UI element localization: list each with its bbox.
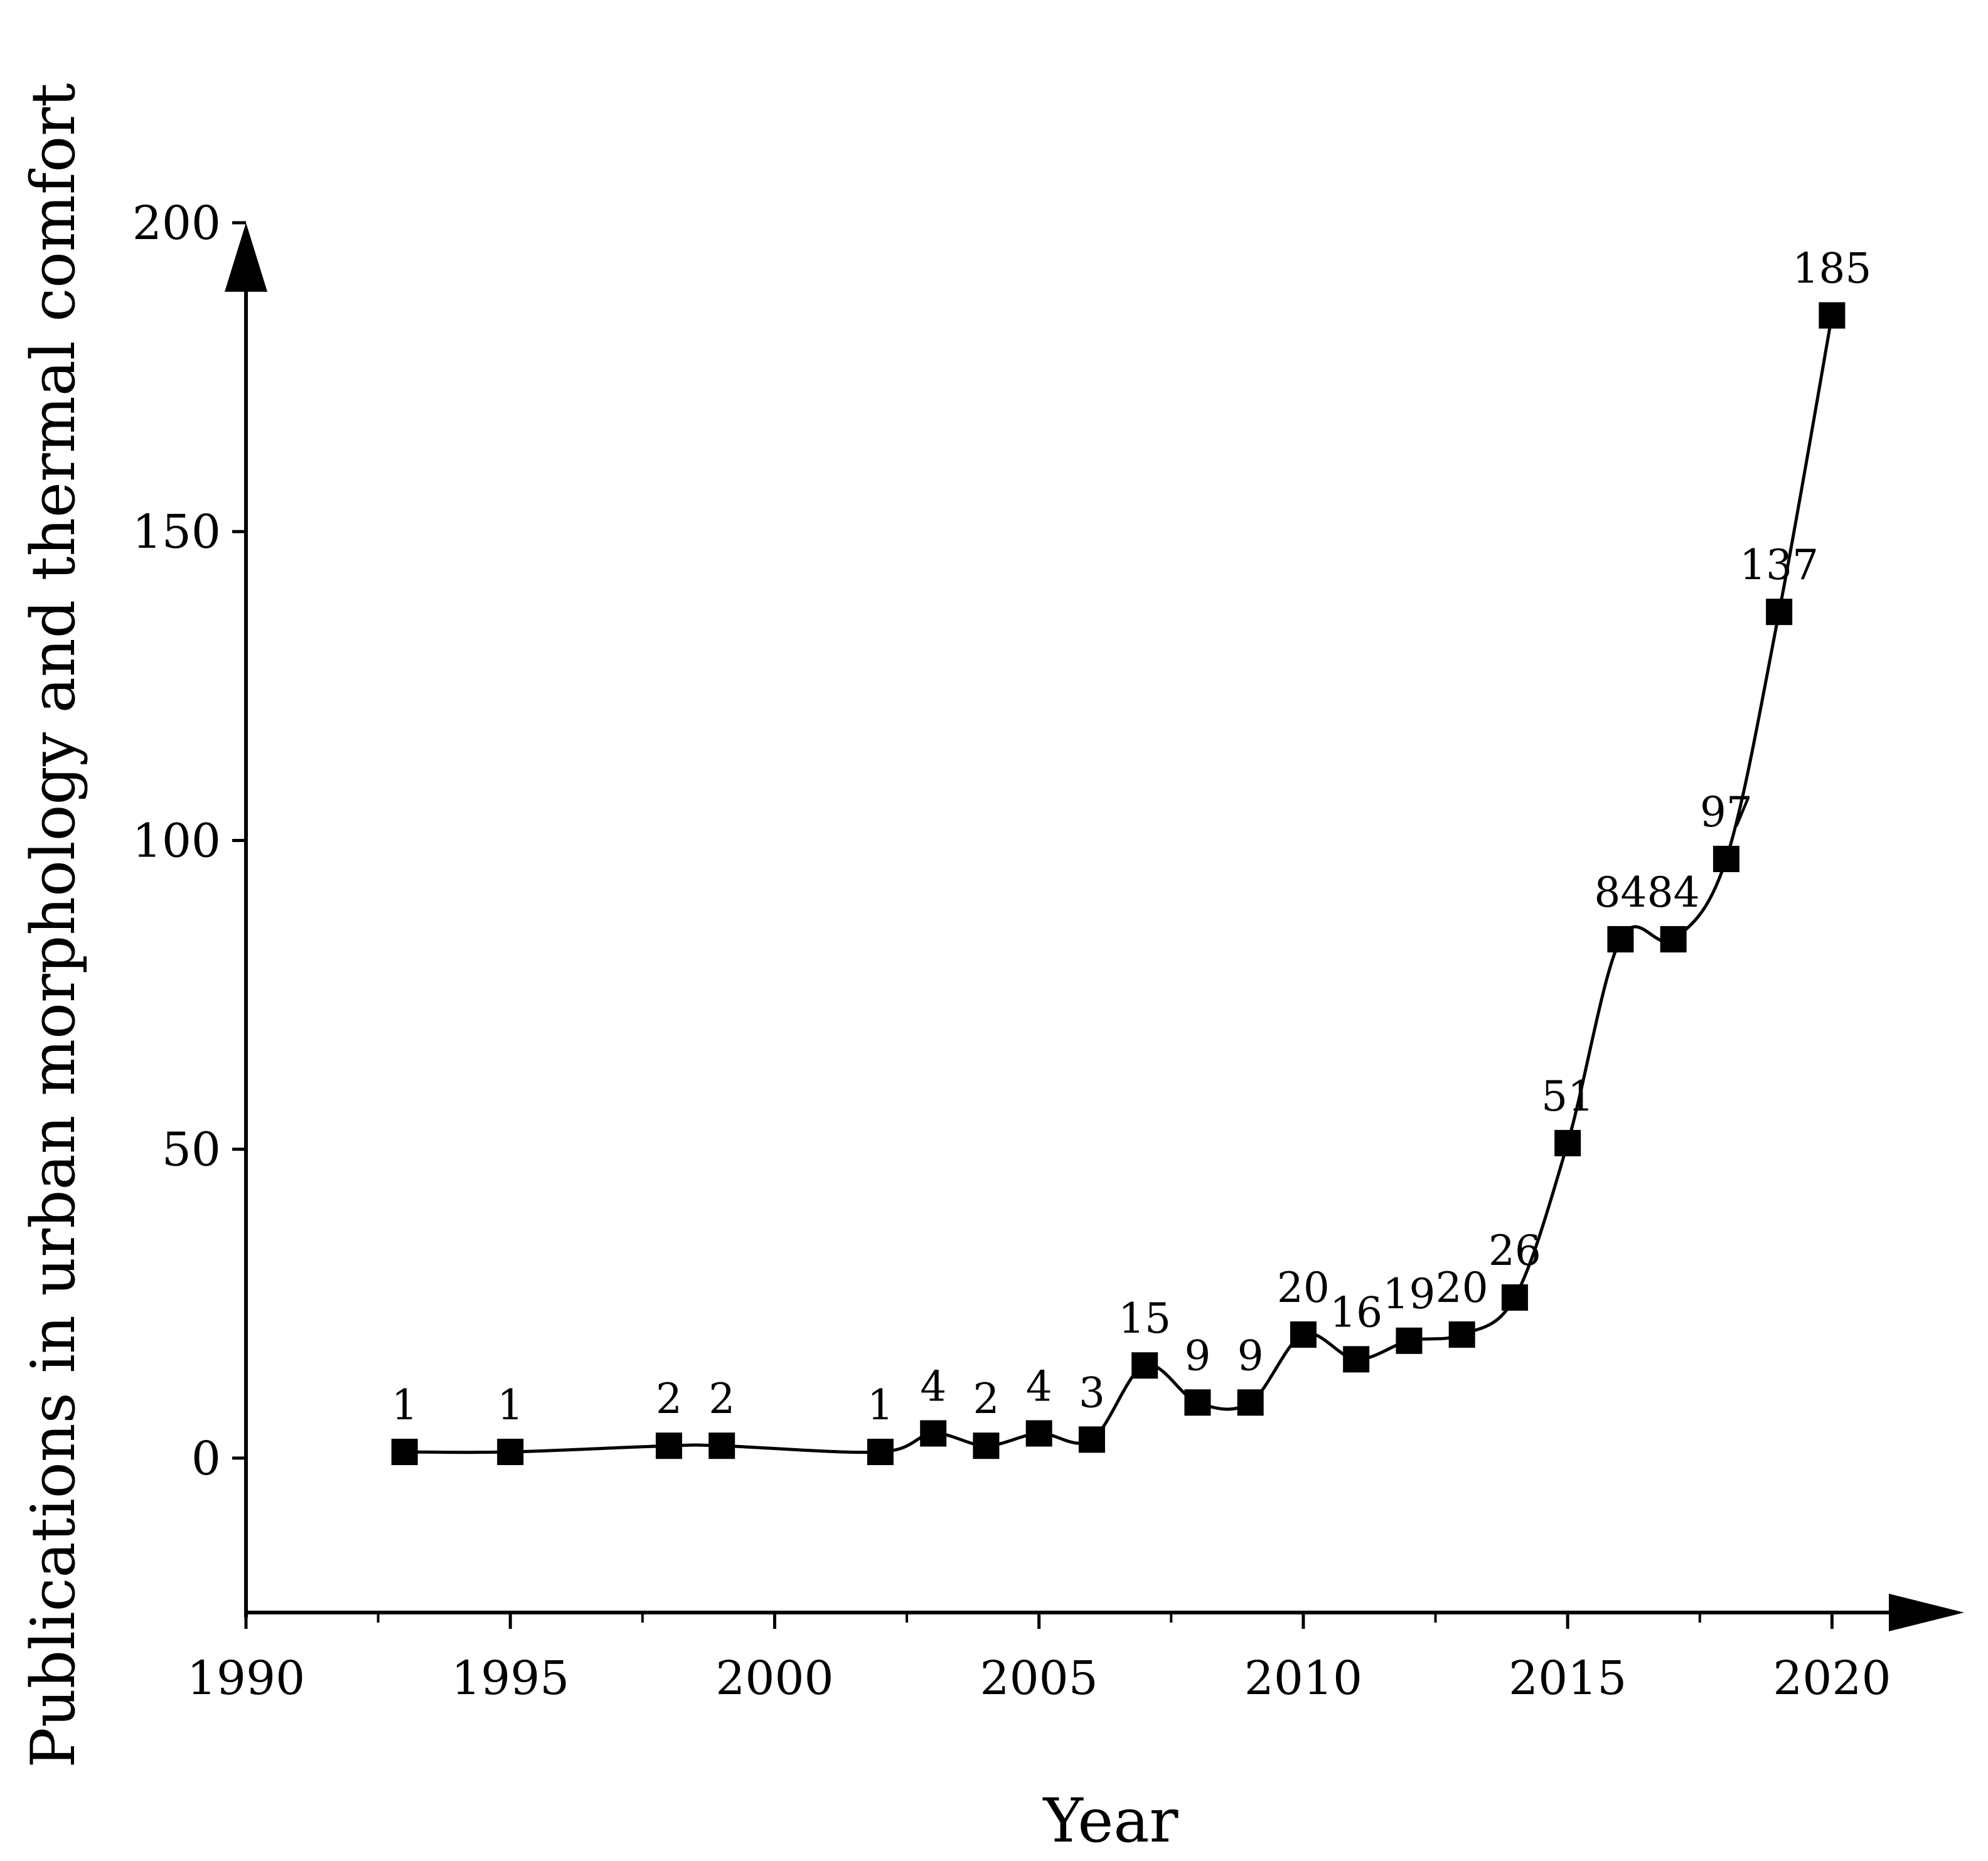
data-point-marker [497,1439,524,1466]
data-point-marker [708,1432,735,1459]
x-tick-label: 1990 [187,1651,305,1705]
x-tick-label: 1995 [451,1651,569,1705]
y-tick-label: 150 [132,505,221,559]
data-point-marker [1078,1426,1105,1453]
data-point-marker [1343,1346,1370,1373]
data-point-marker [1819,302,1846,329]
data-label: 3 [1079,1368,1105,1417]
data-label: 19 [1382,1270,1435,1318]
data-label: 4 [920,1363,946,1411]
data-label: 1 [867,1381,894,1429]
data-point-marker [867,1439,894,1466]
data-label: 20 [1436,1264,1488,1312]
data-label: 16 [1330,1288,1382,1336]
data-point-marker [1554,1129,1581,1156]
data-point-marker [1025,1420,1052,1447]
data-label: 1 [497,1381,523,1429]
x-tick-label: 2005 [980,1651,1098,1705]
data-point-marker [1660,925,1687,952]
data-label: 2 [973,1375,999,1423]
data-label: 51 [1541,1072,1594,1121]
y-tick-label: 0 [191,1432,221,1486]
data-label: 26 [1488,1227,1541,1275]
data-point-marker [1448,1321,1475,1348]
x-axis-arrow [1889,1594,1964,1631]
data-label: 137 [1740,541,1819,589]
data-label: 9 [1237,1331,1264,1380]
data-label: 2 [656,1375,682,1423]
data-point-marker [391,1439,418,1466]
data-point-marker [1607,925,1634,952]
data-point-marker [973,1432,1000,1459]
data-point-marker [1290,1321,1317,1348]
data-label: 1 [392,1381,418,1429]
y-tick-label: 200 [132,196,221,250]
data-label: 185 [1792,245,1871,293]
data-point-marker [1713,845,1740,872]
series [391,302,1846,1466]
data-point-marker [1131,1352,1158,1379]
data-label: 9 [1184,1331,1210,1380]
y-tick-label: 50 [162,1123,221,1177]
data-point-marker [920,1420,947,1447]
data-label: 20 [1277,1264,1330,1312]
x-tick-label: 2000 [715,1651,833,1705]
y-axis-arrow [225,223,267,292]
data-label: 4 [1026,1363,1052,1411]
x-tick-label: 2015 [1509,1651,1627,1705]
y-tick-label: 100 [132,814,221,868]
data-label: 2 [708,1375,735,1423]
x-tick-label: 2020 [1773,1651,1891,1705]
data-label: 97 [1700,788,1753,836]
data-point-marker [655,1432,682,1459]
data-label: 15 [1118,1294,1171,1343]
x-axis-title: Year [1042,1786,1178,1856]
data-point-marker [1501,1284,1528,1311]
y-axis-title: Publications in urban morphology and the… [18,83,88,1768]
data-point-marker [1766,599,1793,626]
data-point-marker [1237,1389,1264,1416]
x-tick-label: 2010 [1244,1651,1362,1705]
data-label: 84 [1594,868,1647,917]
data-point-marker [1184,1389,1211,1416]
data-label: 84 [1647,868,1700,917]
data-point-marker [1396,1327,1423,1354]
